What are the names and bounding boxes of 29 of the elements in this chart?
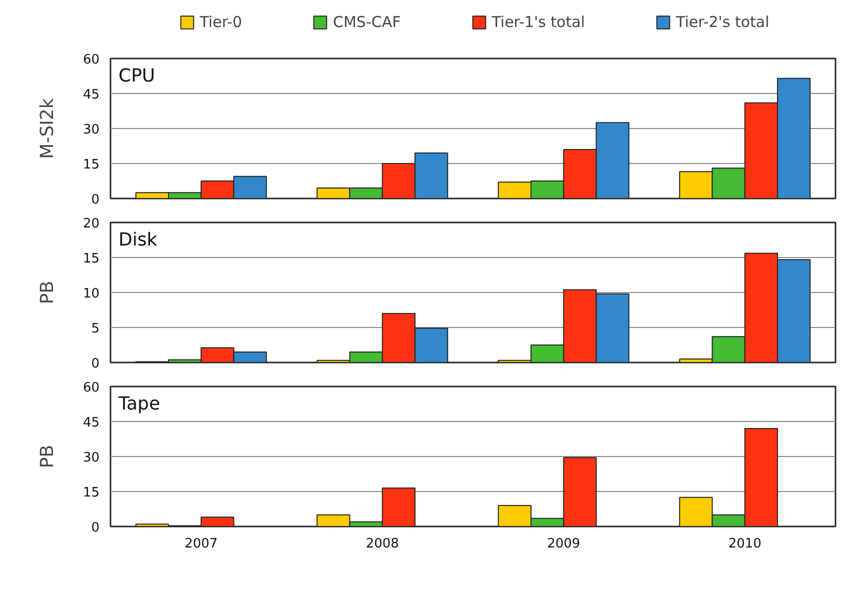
y-axis-title: PB xyxy=(36,444,58,468)
y-axis-title: PB xyxy=(36,280,58,304)
y-tick-label: 0 xyxy=(91,520,100,536)
y-tick-label: 10 xyxy=(82,286,100,302)
legend-label: Tier-0 xyxy=(200,13,242,31)
y-tick-label: 0 xyxy=(91,192,100,208)
chart-title: Tape xyxy=(118,394,160,414)
y-tick-label: 45 xyxy=(82,88,100,102)
legend-label: Tier-1's total xyxy=(492,13,585,31)
legend-label: CMS-CAF xyxy=(332,13,401,31)
legend-label: Tier-2's total xyxy=(676,13,770,31)
y-tick-label: 5 xyxy=(91,322,100,336)
chart-title: CPU xyxy=(118,66,156,86)
x-tick-label: 2008 xyxy=(366,536,399,552)
y-tick-label: 15 xyxy=(82,252,100,266)
x-tick-label: 2007 xyxy=(184,536,218,552)
x-tick-label: 2009 xyxy=(547,536,580,552)
y-tick-label: 30 xyxy=(82,122,100,138)
y-tick-label: 60 xyxy=(82,52,100,68)
y-tick-label: 45 xyxy=(82,416,100,430)
y-tick-label: 15 xyxy=(82,486,100,500)
y-axis-title: M-SI2k xyxy=(36,98,58,159)
y-tick-label: 0 xyxy=(91,356,100,372)
y-tick-label: 60 xyxy=(82,380,100,396)
x-tick-label: 2010 xyxy=(728,536,762,552)
y-tick-label: 15 xyxy=(82,158,100,172)
y-tick-label: 20 xyxy=(82,216,100,232)
chart-title: Disk xyxy=(118,230,158,250)
y-tick-label: 30 xyxy=(82,450,100,466)
